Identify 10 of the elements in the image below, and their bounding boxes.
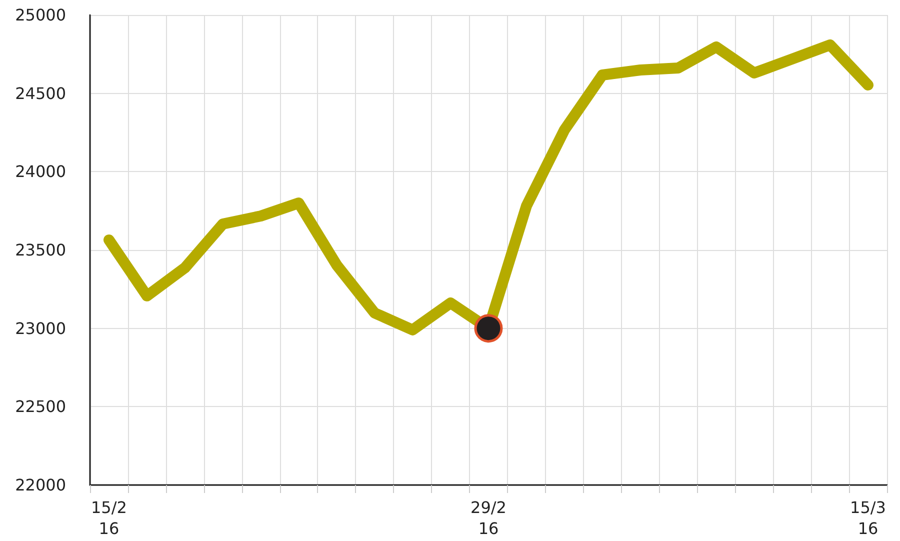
y-tick-label: 24000 bbox=[15, 162, 66, 182]
y-tick-label: 23500 bbox=[15, 240, 66, 260]
y-tick-label: 24500 bbox=[15, 84, 66, 103]
x-tick-label: 15/2 16 bbox=[91, 498, 127, 538]
y-tick-label: 23000 bbox=[15, 318, 66, 338]
x-tick-label: 29/2 16 bbox=[470, 498, 506, 538]
y-tick-label: 22500 bbox=[15, 397, 66, 416]
y-tick-label: 22000 bbox=[15, 476, 66, 494]
x-tick-label: 15/3 16 bbox=[850, 498, 886, 538]
y-tick-label: 25000 bbox=[15, 6, 66, 24]
